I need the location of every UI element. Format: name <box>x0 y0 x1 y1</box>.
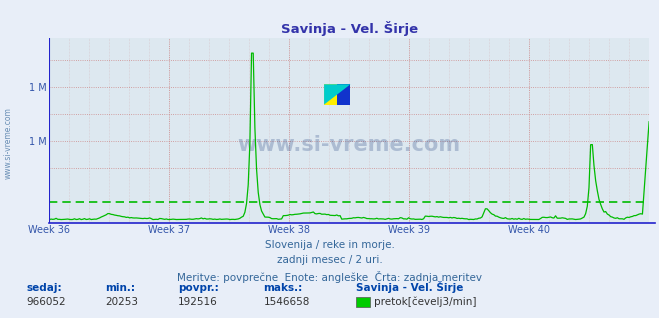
Title: Savinja - Vel. Širje: Savinja - Vel. Širje <box>281 21 418 36</box>
Text: Meritve: povprečne  Enote: angleške  Črta: zadnja meritev: Meritve: povprečne Enote: angleške Črta:… <box>177 271 482 283</box>
Bar <box>337 84 351 105</box>
Text: min.:: min.: <box>105 283 136 293</box>
Text: 20253: 20253 <box>105 297 138 307</box>
Polygon shape <box>324 84 351 105</box>
Text: sedaj:: sedaj: <box>26 283 62 293</box>
Text: maks.:: maks.: <box>264 283 303 293</box>
Text: povpr.:: povpr.: <box>178 283 219 293</box>
Text: zadnji mesec / 2 uri.: zadnji mesec / 2 uri. <box>277 255 382 265</box>
Bar <box>324 84 351 105</box>
Text: www.si-vreme.com: www.si-vreme.com <box>238 135 461 155</box>
Text: 192516: 192516 <box>178 297 217 307</box>
Text: 1546658: 1546658 <box>264 297 310 307</box>
Text: pretok[čevelj3/min]: pretok[čevelj3/min] <box>374 297 477 307</box>
Text: Savinja - Vel. Širje: Savinja - Vel. Širje <box>356 281 463 293</box>
Text: Slovenija / reke in morje.: Slovenija / reke in morje. <box>264 240 395 250</box>
Text: 966052: 966052 <box>26 297 66 307</box>
Text: www.si-vreme.com: www.si-vreme.com <box>3 107 13 179</box>
